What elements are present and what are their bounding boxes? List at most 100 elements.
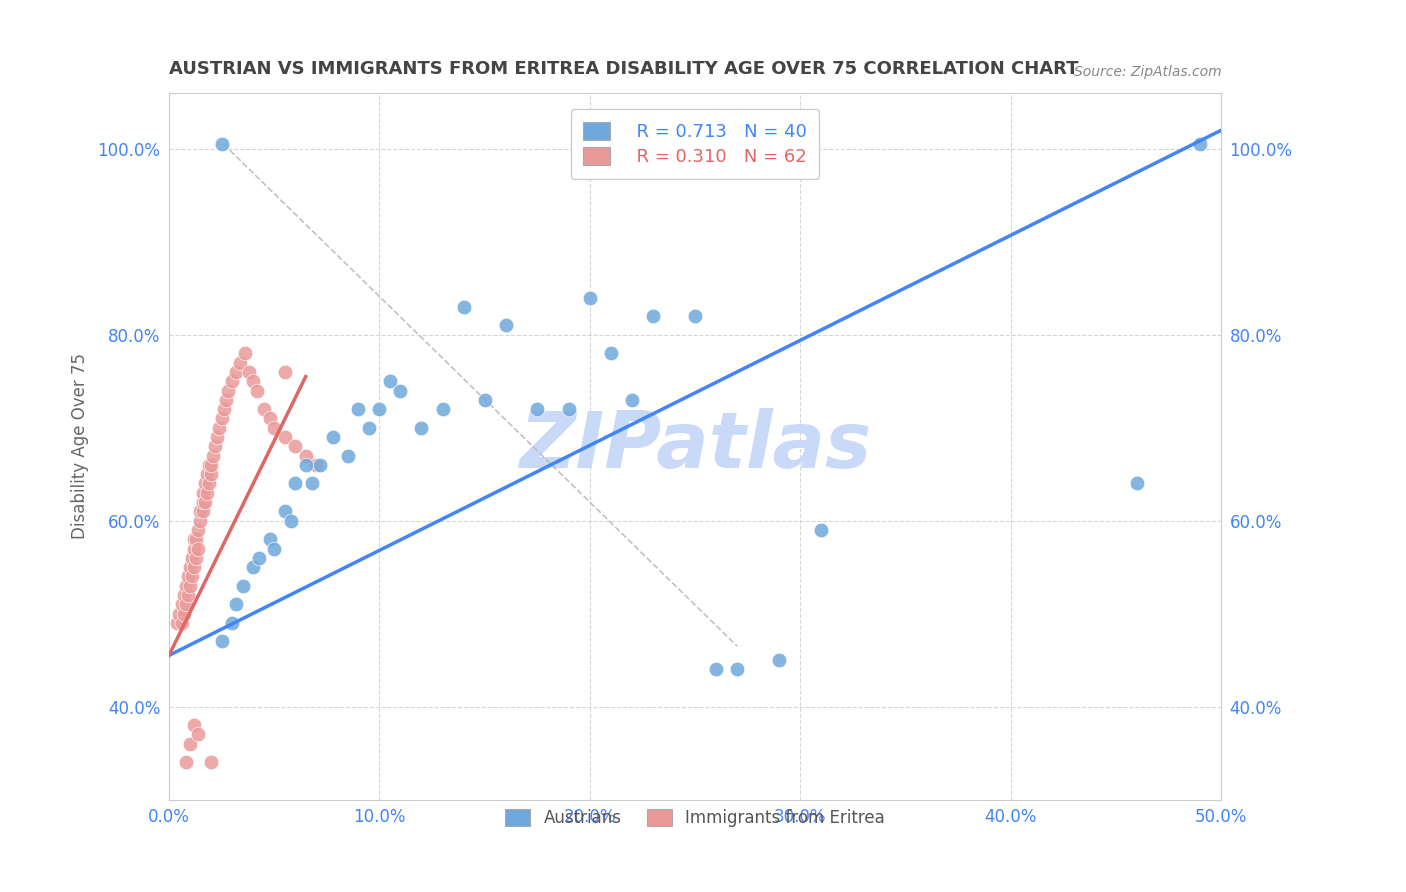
Point <box>246 384 269 398</box>
Point <box>432 402 454 417</box>
Point <box>249 550 271 565</box>
Point <box>200 458 222 472</box>
Point <box>211 634 233 648</box>
Point <box>215 392 238 407</box>
Point <box>221 374 243 388</box>
Point <box>198 458 221 472</box>
Legend: Austrians, Immigrants from Eritrea: Austrians, Immigrants from Eritrea <box>499 802 891 834</box>
Point <box>273 430 295 444</box>
Point <box>187 541 209 556</box>
Point <box>174 597 197 611</box>
Point <box>252 402 274 417</box>
Point <box>579 291 602 305</box>
Point <box>181 550 204 565</box>
Point <box>179 560 201 574</box>
Point <box>683 309 706 323</box>
Point <box>191 495 214 509</box>
Point <box>294 458 316 472</box>
Point <box>232 579 254 593</box>
Point <box>195 467 218 482</box>
Point <box>186 533 208 547</box>
Point <box>336 449 359 463</box>
Point <box>208 420 231 434</box>
Point <box>301 476 323 491</box>
Point <box>191 504 214 518</box>
Point <box>202 449 225 463</box>
Point <box>225 365 247 379</box>
Point <box>704 662 727 676</box>
Point <box>309 458 332 472</box>
Point <box>526 402 548 417</box>
Point <box>183 533 205 547</box>
Point <box>284 439 307 453</box>
Point <box>263 541 285 556</box>
Point <box>284 476 307 491</box>
Point <box>179 737 201 751</box>
Point <box>187 727 209 741</box>
Point <box>190 504 212 518</box>
Point <box>620 392 643 407</box>
Point <box>183 560 205 574</box>
Point <box>191 485 214 500</box>
Point <box>238 365 260 379</box>
Point <box>173 607 195 621</box>
Point <box>305 458 328 472</box>
Point <box>190 514 212 528</box>
Point <box>186 550 208 565</box>
Point <box>179 579 201 593</box>
Point <box>368 402 391 417</box>
Point <box>207 430 229 444</box>
Point <box>453 300 475 314</box>
Point <box>200 756 222 770</box>
Point <box>198 476 221 491</box>
Point <box>242 560 264 574</box>
Point <box>187 523 209 537</box>
Point <box>173 588 195 602</box>
Point <box>378 374 401 388</box>
Point <box>225 597 247 611</box>
Point <box>170 615 193 630</box>
Point <box>1126 476 1149 491</box>
Point <box>170 597 193 611</box>
Point <box>229 356 252 370</box>
Point <box>725 662 748 676</box>
Point <box>174 756 197 770</box>
Point <box>1189 137 1212 152</box>
Text: AUSTRIAN VS IMMIGRANTS FROM ERITREA DISABILITY AGE OVER 75 CORRELATION CHART: AUSTRIAN VS IMMIGRANTS FROM ERITREA DISA… <box>169 60 1078 78</box>
Point <box>641 309 664 323</box>
Point <box>599 346 621 360</box>
Point <box>169 607 191 621</box>
Point <box>259 533 281 547</box>
Point <box>217 384 239 398</box>
Point <box>474 392 496 407</box>
Point <box>177 588 200 602</box>
Point <box>495 318 517 333</box>
Point <box>195 485 218 500</box>
Point <box>194 476 217 491</box>
Point <box>273 365 295 379</box>
Point <box>389 384 412 398</box>
Point <box>204 439 226 453</box>
Point <box>347 402 370 417</box>
Point <box>183 541 205 556</box>
Point <box>357 420 380 434</box>
Point <box>273 504 295 518</box>
Point <box>181 569 204 583</box>
Point <box>212 402 235 417</box>
Point <box>211 137 233 152</box>
Y-axis label: Disability Age Over 75: Disability Age Over 75 <box>72 353 89 540</box>
Point <box>194 495 217 509</box>
Point <box>242 374 264 388</box>
Point <box>411 420 433 434</box>
Point <box>810 523 832 537</box>
Point <box>294 449 316 463</box>
Point <box>280 514 302 528</box>
Text: Source: ZipAtlas.com: Source: ZipAtlas.com <box>1074 65 1222 78</box>
Point <box>177 569 200 583</box>
Point <box>211 411 233 425</box>
Point <box>768 653 790 667</box>
Point <box>263 420 285 434</box>
Point <box>183 718 205 732</box>
Point <box>558 402 581 417</box>
Text: ZIPatlas: ZIPatlas <box>519 409 872 484</box>
